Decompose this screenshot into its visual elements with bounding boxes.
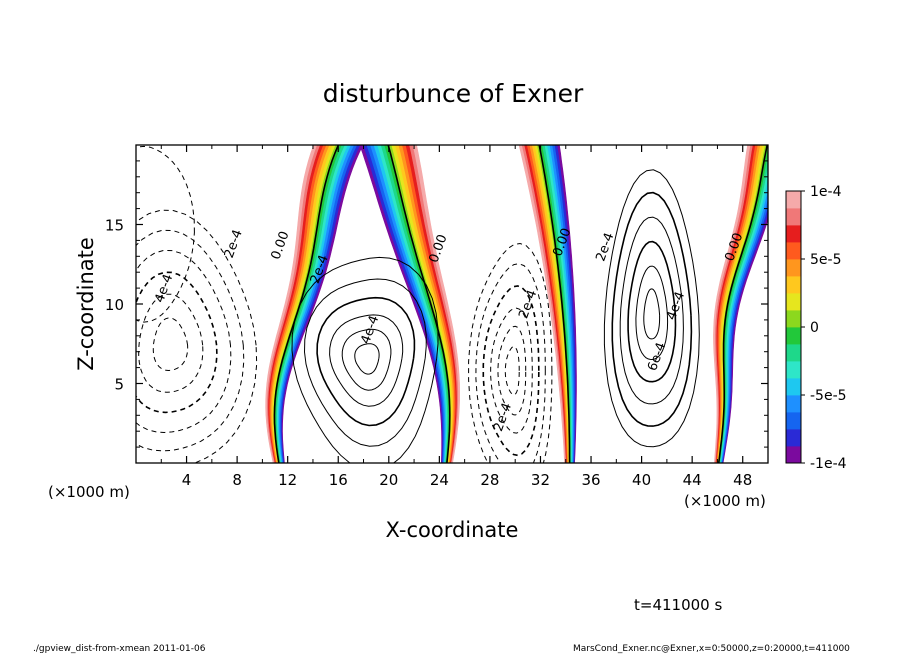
x-tick-label: 24	[430, 471, 449, 489]
x-tick-label: 44	[683, 471, 702, 489]
solid-contour-right	[603, 169, 700, 448]
band-34-segment	[518, 145, 566, 463]
colorbar-segment	[786, 208, 801, 226]
band-12-segment	[265, 145, 318, 463]
dashed-contour-middle	[490, 307, 533, 434]
x-tick-label: 4	[182, 471, 192, 489]
band-47-segment	[713, 145, 751, 463]
y-axis-ticks: 5 10 15	[105, 160, 768, 448]
solid-contour-center	[341, 328, 392, 391]
dashed-contour-middle	[468, 242, 553, 463]
band-34-zero-contour	[538, 145, 571, 463]
band-47-zero-contour	[717, 145, 768, 463]
contour-lines-group	[136, 145, 768, 463]
colorbar-segment	[786, 310, 801, 328]
dashed-contour-middle	[497, 325, 527, 416]
colorbar-tick-label: 1e-4	[810, 184, 842, 200]
color-shading-group	[265, 145, 768, 463]
colorbar-segment	[786, 429, 801, 447]
dashed-contour-middle	[482, 285, 540, 457]
solid-contour-center	[329, 314, 404, 407]
colorbar-tick-label: -5e-5	[810, 388, 847, 404]
dashed-contour-left	[136, 271, 218, 414]
solid-contour-center	[354, 343, 380, 375]
colorbar: 1e-4 5e-5 0 -5e-5 -1e-4	[785, 184, 847, 472]
x-tick-label: 16	[329, 471, 348, 489]
colorbar-segment	[786, 225, 801, 243]
dashed-contour-left	[138, 293, 204, 393]
colorbar-segment	[786, 344, 801, 362]
solid-contour-center	[316, 296, 416, 427]
x-tick-label: 36	[581, 471, 600, 489]
colorbar-tick-label: -1e-4	[810, 456, 847, 472]
colorbar-segment	[786, 378, 801, 396]
x-tick-label: 20	[379, 471, 398, 489]
dashed-contour-left	[136, 209, 258, 463]
colorbar-segment	[786, 412, 801, 430]
y-axis-label: Z-coordinate	[74, 237, 98, 371]
footer-left: ./gpview_dist-from-xmean 2011-01-06	[33, 644, 206, 654]
dashed-contour-left	[152, 317, 189, 372]
solid-contour-center	[291, 256, 439, 463]
x-tick-label: 28	[480, 471, 499, 489]
solid-contour-right	[619, 216, 684, 405]
colorbar-segment	[786, 242, 801, 260]
x-unit-label-right: (×1000 m)	[684, 492, 766, 510]
colorbar-tick-label: 5e-5	[810, 252, 841, 268]
dashed-contour-left	[136, 229, 245, 452]
band-24-zero-contour	[387, 145, 451, 463]
solid-contour-right	[611, 191, 693, 427]
colorbar-segment	[786, 361, 801, 379]
y-tick-label: 15	[105, 217, 124, 235]
colorbar-tick-label: 0	[810, 320, 819, 336]
colorbar-segment	[786, 446, 801, 464]
solid-contour-center	[303, 278, 427, 447]
dashed-contour-middle	[475, 263, 546, 463]
x-tick-label: 32	[531, 471, 550, 489]
x-axis-label: X-coordinate	[386, 518, 519, 542]
chart-title: disturbunce of Exner	[323, 79, 584, 108]
colorbar-segment	[786, 259, 801, 277]
band-24-segment	[412, 145, 461, 463]
x-unit-label-left: (×1000 m)	[48, 483, 130, 501]
solid-contour-right	[635, 265, 669, 361]
colorbar-segment	[786, 327, 801, 345]
colorbar-segment	[786, 293, 801, 311]
time-annotation: t=411000 s	[634, 596, 722, 614]
colorbar-segment	[786, 395, 801, 413]
colorbar-segment	[786, 191, 801, 209]
x-axis-ticks: 4 8 12 16 20 24 28 32 36 40 44 48	[160, 145, 752, 489]
x-tick-label: 48	[733, 471, 752, 489]
x-tick-label: 8	[232, 471, 242, 489]
dashed-contour-middle	[504, 345, 520, 396]
x-tick-label: 40	[632, 471, 651, 489]
y-tick-label: 10	[105, 296, 124, 314]
y-tick-label: 5	[114, 376, 124, 394]
colorbar-segment	[786, 276, 801, 294]
solid-contour-right	[627, 240, 677, 383]
solid-contour-right	[643, 288, 661, 340]
dashed-contour-left	[136, 249, 232, 434]
x-tick-label: 12	[278, 471, 297, 489]
footer-right: MarsCond_Exner.nc@Exner,x=0:50000,z=0:20…	[573, 644, 850, 654]
